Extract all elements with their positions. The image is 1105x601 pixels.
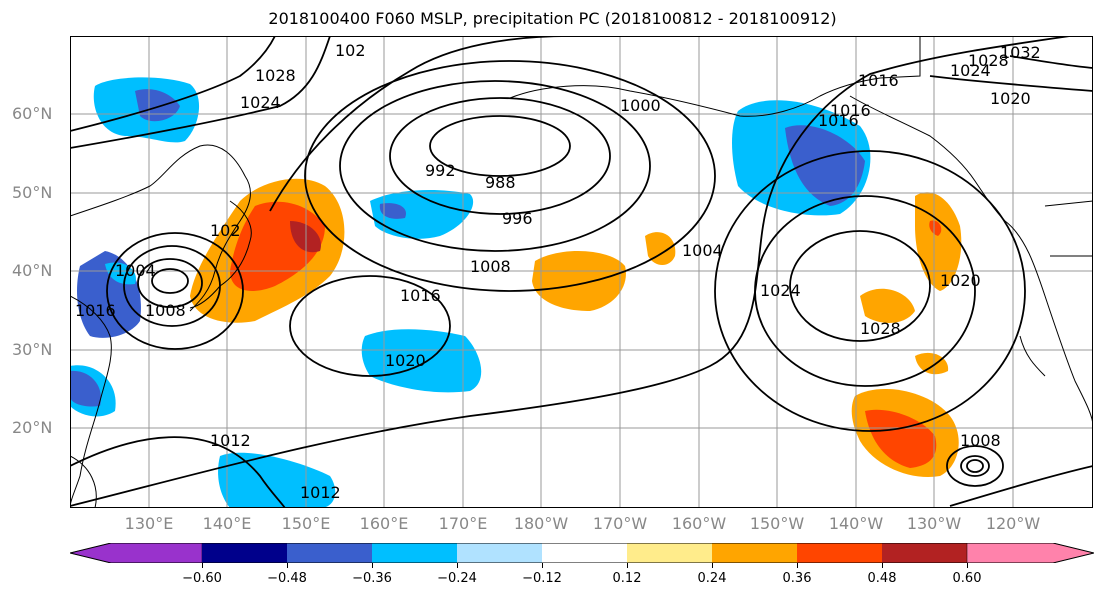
contour-label: 1032 — [1000, 43, 1041, 62]
contour-label: 1024 — [950, 61, 991, 80]
colorbar-tick-label: 0.12 — [612, 571, 642, 586]
colorbar-tick-label: 0.36 — [782, 571, 812, 586]
colorbar-segment — [882, 543, 967, 563]
lon-label: 160°W — [671, 514, 727, 533]
lon-label: 150°W — [749, 514, 805, 533]
lat-label: 30°N — [12, 340, 53, 359]
contour-label: 1016 — [400, 286, 441, 305]
colorbar-tick — [542, 563, 543, 568]
contour-label: 1008 — [960, 431, 1001, 450]
colorbar-segment — [712, 543, 797, 563]
contour-label: 1020 — [385, 351, 426, 370]
colorbar-tick — [967, 563, 968, 568]
lon-label: 130°W — [906, 514, 962, 533]
contour-label: 1024 — [240, 93, 281, 112]
contour-label: 1016 — [75, 301, 116, 320]
contour-label: 102 — [335, 41, 366, 60]
contour-label: 1020 — [940, 271, 981, 290]
lat-label: 20°N — [12, 418, 53, 437]
contour-label: 1012 — [210, 431, 251, 450]
colorbar-segment — [70, 543, 203, 563]
contour-label: 1012 — [300, 483, 341, 502]
colorbar-segment — [372, 543, 457, 563]
contour-label: 1016 — [858, 71, 899, 90]
colorbar-tick-label: −0.48 — [267, 571, 307, 586]
colorbar-tick — [457, 563, 458, 568]
colorbar-tick — [627, 563, 628, 568]
colorbar-segment — [797, 543, 882, 563]
contour-label: 1000 — [620, 96, 661, 115]
colorbar-tick-label: 0.60 — [952, 571, 982, 586]
contour-labels: 1032 1028 1024 1020 1016 1016 1008 1000 … — [75, 41, 1041, 502]
lon-label: 170°W — [592, 514, 648, 533]
colorbar-tick — [287, 563, 288, 568]
lon-label: 150°E — [281, 514, 331, 533]
lon-label: 140°E — [202, 514, 252, 533]
colorbar-segment — [287, 543, 372, 563]
contour-label: 1008 — [145, 301, 186, 320]
chart-title: 2018100400 F060 MSLP, precipitation PC (… — [268, 9, 837, 28]
contour-label: 1028 — [255, 66, 296, 85]
colorbar-segment — [542, 543, 627, 563]
contour-label: 1024 — [760, 281, 801, 300]
contour-label: 102 — [210, 221, 241, 240]
colorbar — [70, 543, 1094, 563]
precip-negative-shading — [70, 77, 871, 508]
contour-label: 1004 — [115, 261, 156, 280]
contour-label: 996 — [502, 209, 533, 228]
colorbar-tick-label: −0.60 — [182, 571, 222, 586]
colorbar-tick — [712, 563, 713, 568]
colorbar-tick-label: 0.24 — [697, 571, 727, 586]
contour-label: 1016 — [830, 101, 871, 120]
colorbar-tick-label: −0.36 — [352, 571, 392, 586]
map-plot-area: 1032 1028 1024 1020 1016 1016 1008 1000 … — [70, 36, 1093, 508]
contour-label: 992 — [425, 161, 456, 180]
contour-label: 1004 — [682, 241, 723, 260]
lon-label: 160°E — [359, 514, 409, 533]
contour-label: 1008 — [470, 257, 511, 276]
colorbar-tick-label: −0.24 — [437, 571, 477, 586]
lat-label: 60°N — [12, 104, 53, 123]
colorbar-tick — [372, 563, 373, 568]
colorbar-tick — [202, 563, 203, 568]
colorbar-segment — [966, 543, 1094, 563]
colorbar-tick — [797, 563, 798, 568]
lon-label: 120°W — [985, 514, 1041, 533]
colorbar-tick-label: 0.48 — [867, 571, 897, 586]
contour-label: 1020 — [990, 89, 1031, 108]
graticule — [70, 36, 1093, 508]
colorbar-tick — [882, 563, 883, 568]
contour-label: 1028 — [968, 51, 1009, 70]
contour-label: 1028 — [860, 319, 901, 338]
contour-label: 988 — [485, 173, 516, 192]
lon-label: 180°W — [513, 514, 569, 533]
lon-label: 140°W — [828, 514, 884, 533]
colorbar-segment — [457, 543, 542, 563]
lon-label: 130°E — [124, 514, 174, 533]
colorbar-tick-label: −0.12 — [522, 571, 562, 586]
mslp-contours — [70, 36, 1093, 508]
lon-label: 170°E — [438, 514, 488, 533]
colorbar-segment — [202, 543, 287, 563]
lat-label: 50°N — [12, 183, 53, 202]
lat-label: 40°N — [12, 261, 53, 280]
colorbar-segment — [627, 543, 712, 563]
contour-label: 1016 — [818, 111, 859, 130]
